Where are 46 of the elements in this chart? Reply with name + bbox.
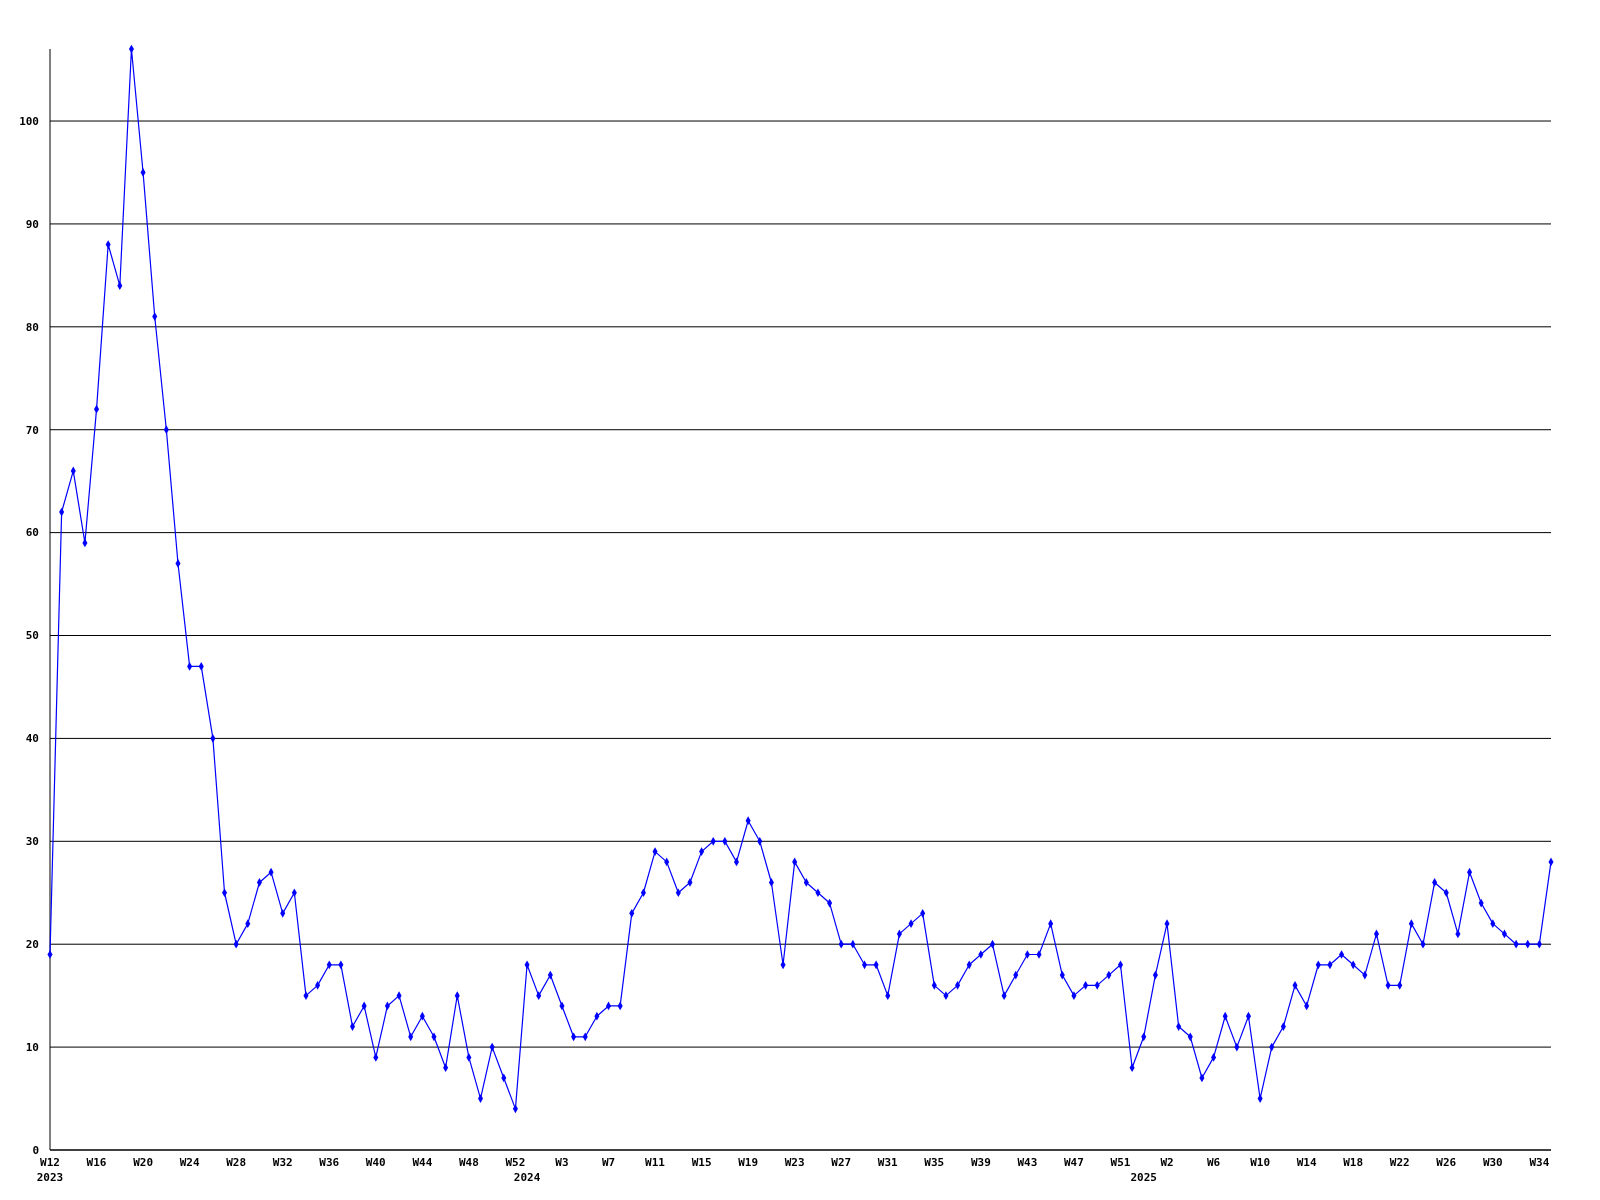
x-tick-label: W6: [1206, 1156, 1221, 1169]
x-tick-label: W26: [1436, 1156, 1457, 1169]
x-tick-label: W7: [601, 1156, 616, 1169]
x-tick-label: W34: [1529, 1156, 1550, 1169]
x-tick-label: W12 2023: [36, 1156, 64, 1184]
x-tick-label: W11: [645, 1156, 666, 1169]
x-tick-label: W35: [924, 1156, 945, 1169]
x-tick-label: W36: [319, 1156, 340, 1169]
y-tick-label: 70: [25, 423, 39, 437]
x-tick-label: W20: [133, 1156, 154, 1169]
y-tick-label: 20: [25, 938, 39, 952]
x-tick-label: W40: [365, 1156, 386, 1169]
y-tick-label: 80: [25, 320, 39, 334]
x-tick-label: W10: [1250, 1156, 1271, 1169]
x-tick-label: W15: [691, 1156, 712, 1169]
x-tick-label: W19: [738, 1156, 759, 1169]
x-tick-label: W51: [1110, 1156, 1131, 1169]
x-tick-label: W27: [831, 1156, 852, 1169]
x-tick-label: W48: [458, 1156, 479, 1169]
x-tick-label: W44: [412, 1156, 433, 1169]
y-tick-label: 50: [25, 629, 39, 643]
x-tick-label: W28: [226, 1156, 247, 1169]
x-tick-label: W52: [505, 1156, 526, 1169]
x-tick-label: W30: [1482, 1156, 1503, 1169]
y-tick-label: 10: [25, 1040, 39, 1054]
x-tick-label: W39: [970, 1156, 991, 1169]
y-tick-label: 90: [25, 217, 39, 231]
y-tick-label: 100: [19, 114, 39, 128]
x-tick-label: W24: [179, 1156, 200, 1169]
y-tick-label: 0: [32, 1143, 39, 1157]
x-tick-label: W3: [555, 1156, 569, 1169]
x-tick-label: W22: [1389, 1156, 1410, 1169]
y-tick-label: 30: [25, 835, 39, 849]
x-tick-label: W43: [1017, 1156, 1038, 1169]
x-tick-label: 2025: [1130, 1171, 1157, 1184]
x-tick-label: 2024: [513, 1171, 541, 1184]
x-tick-label: W32: [272, 1156, 293, 1169]
y-tick-label: 60: [25, 526, 39, 540]
x-tick-label: W47: [1064, 1156, 1084, 1169]
x-tick-label: W2: [1160, 1156, 1174, 1169]
x-tick-label: W16: [86, 1156, 107, 1169]
x-tick-label: W18: [1343, 1156, 1364, 1169]
x-tick-label: W23: [784, 1156, 805, 1169]
x-tick-label: W31: [877, 1156, 899, 1169]
x-tick-label: W14: [1296, 1156, 1317, 1169]
y-tick-label: 40: [25, 732, 39, 746]
